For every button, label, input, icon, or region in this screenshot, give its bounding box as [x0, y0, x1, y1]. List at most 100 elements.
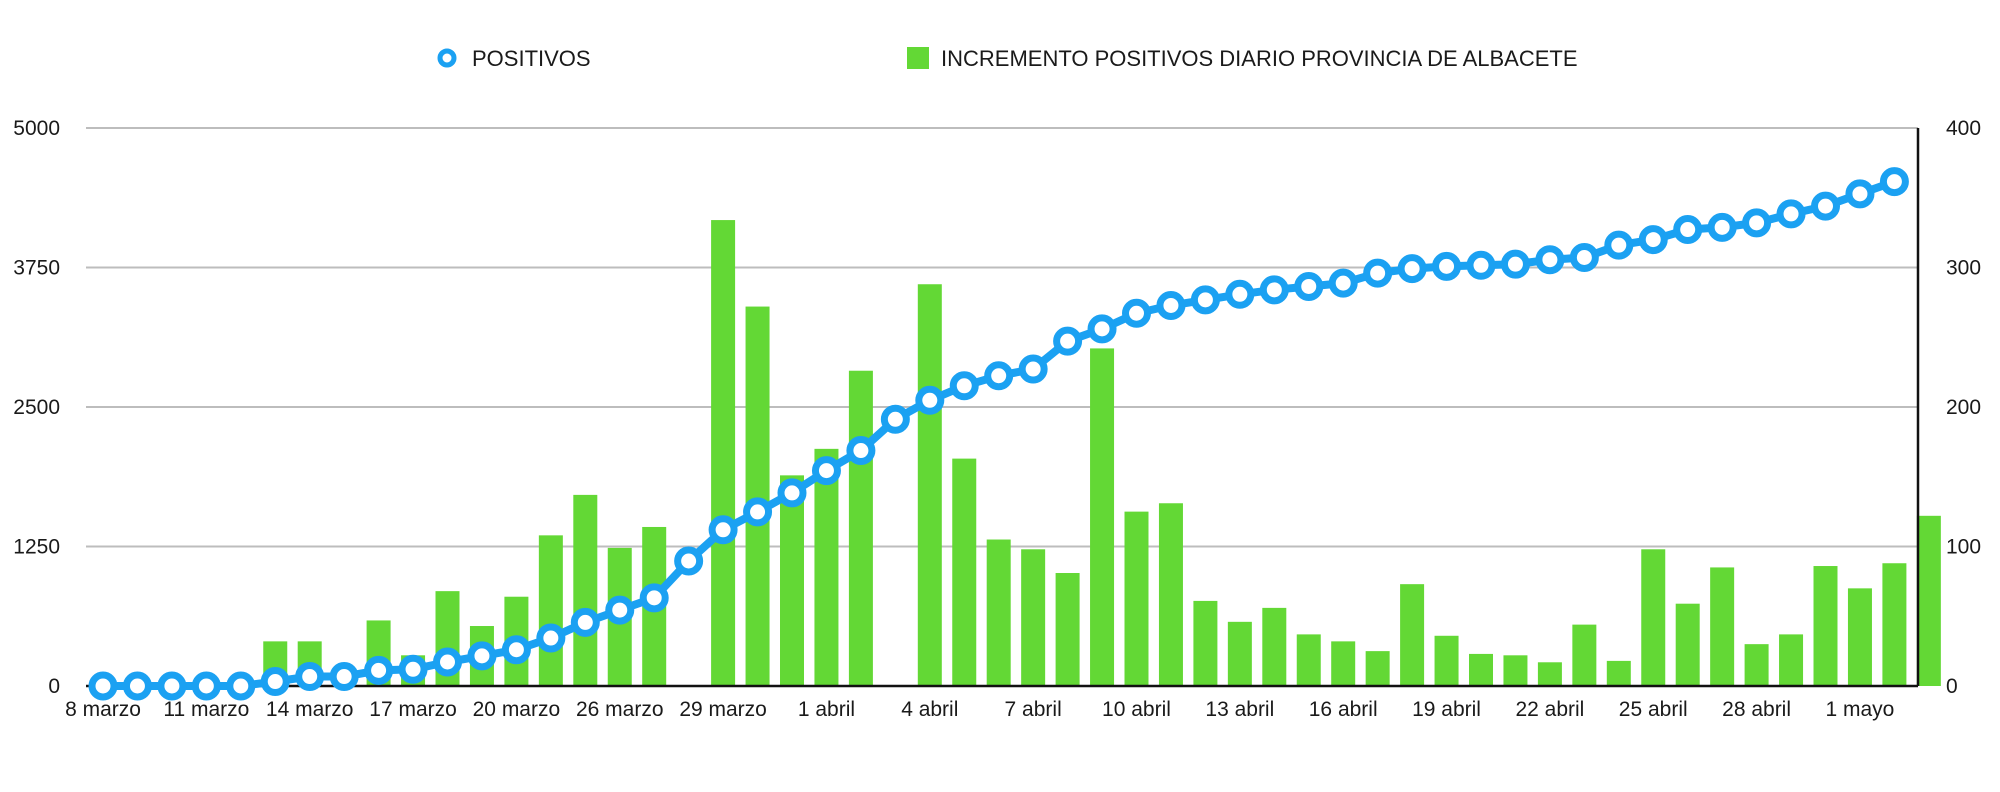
x-tick-label: 25 abril [1619, 698, 1688, 721]
point-positivos [501, 635, 531, 665]
point-positivos [295, 662, 325, 692]
bar [1916, 515, 1941, 686]
bar [1572, 624, 1597, 686]
point-positivos [398, 654, 428, 684]
bar [1503, 655, 1528, 686]
point-positivos [1535, 245, 1565, 275]
point-positivos [1363, 258, 1393, 288]
y-axis-right-labels: 0 100 200 300 400 [1946, 117, 1981, 698]
bar [1641, 549, 1666, 686]
point-positivos [777, 478, 807, 508]
legend-incremento-label: INCREMENTO POSITIVOS DIARIO PROVINCIA DE… [941, 46, 1578, 71]
bar [780, 475, 804, 686]
point-positivos [570, 607, 600, 637]
point-positivos [536, 623, 566, 653]
point-positivos [1018, 354, 1048, 384]
bar [1537, 662, 1562, 686]
x-tick-label: 7 abril [1005, 698, 1062, 721]
y-right-tick-label: 0 [1946, 675, 1958, 698]
point-positivos [743, 497, 773, 527]
x-tick-label: 8 marzo [65, 698, 141, 721]
point-positivos [846, 436, 876, 466]
bar [1158, 503, 1183, 686]
point-positivos [1879, 167, 1909, 197]
bar [1055, 573, 1080, 686]
bar [986, 539, 1011, 686]
bar [1365, 651, 1390, 686]
x-tick-label: 17 marzo [369, 698, 457, 721]
point-positivos [880, 404, 910, 434]
point-positivos [88, 671, 118, 701]
point-positivos [1432, 251, 1462, 281]
point-positivos [122, 671, 152, 701]
x-tick-label: 4 abril [901, 698, 958, 721]
point-positivos [1156, 290, 1186, 320]
x-tick-label: 28 abril [1722, 698, 1791, 721]
y-left-tick-label: 0 [48, 675, 60, 698]
point-positivos [949, 371, 979, 401]
point-positivos [1294, 271, 1324, 301]
point-positivos [1638, 225, 1668, 255]
point-positivos [433, 647, 462, 677]
point-positivos [984, 361, 1014, 391]
point-positivos [260, 667, 290, 697]
legend-incremento-marker [907, 47, 929, 69]
point-positivos [1500, 249, 1530, 279]
legend: POSITIVOS INCREMENTO POSITIVOS DIARIO PR… [437, 46, 1578, 71]
y-left-tick-label: 2500 [13, 396, 60, 419]
x-tick-label: 26 marzo [576, 698, 664, 721]
bar [1779, 634, 1804, 686]
point-positivos [191, 671, 221, 701]
y-left-tick-label: 1250 [13, 536, 60, 559]
legend-item-incremento: INCREMENTO POSITIVOS DIARIO PROVINCIA DE… [907, 46, 1578, 71]
point-positivos [1604, 230, 1634, 260]
x-tick-label: 1 abril [798, 698, 855, 721]
x-axis-labels: 8 marzo 11 marzo 14 marzo 17 marzo 20 marzo 2… [65, 698, 1894, 721]
bar [745, 306, 770, 686]
point-positivos [1122, 298, 1151, 328]
x-tick-label: 29 marzo [679, 698, 767, 721]
y-left-tick-label: 5000 [13, 117, 60, 140]
bar [1400, 584, 1425, 686]
y-right-tick-label: 300 [1946, 257, 1981, 280]
point-positivos [1776, 199, 1806, 229]
point-positivos [1053, 326, 1083, 356]
point-positivos [1673, 215, 1703, 245]
bar [1434, 635, 1459, 686]
bar [1296, 634, 1321, 686]
x-tick-label: 11 marzo [163, 698, 249, 721]
y-left-tick-label: 3750 [13, 257, 60, 280]
x-tick-label: 13 abril [1205, 698, 1274, 721]
x-tick-label: 1 mayo [1826, 698, 1895, 721]
point-positivos [1328, 268, 1358, 298]
bar [1021, 549, 1046, 686]
bar [1469, 653, 1493, 686]
bar [1331, 641, 1356, 686]
bar [952, 458, 977, 686]
bar [1710, 567, 1735, 686]
x-tick-label: 22 abril [1515, 698, 1584, 721]
legend-positivos-label: POSITIVOS [472, 46, 591, 71]
point-positivos [639, 583, 669, 613]
line-series [88, 167, 1909, 701]
bar [1813, 566, 1838, 686]
bar [917, 284, 942, 686]
y-right-tick-label: 200 [1946, 396, 1981, 419]
x-tick-label: 20 marzo [473, 698, 561, 721]
bar [538, 535, 563, 686]
point-positivos [1707, 212, 1737, 242]
x-tick-label: 19 abril [1412, 698, 1481, 721]
bar [1606, 660, 1631, 686]
bar [1847, 588, 1872, 686]
point-positivos [157, 671, 187, 701]
legend-positivos-marker [437, 48, 457, 68]
bar [1193, 600, 1218, 686]
point-positivos [674, 546, 704, 576]
bar [1744, 644, 1769, 686]
axes [86, 128, 1920, 688]
y-right-tick-label: 100 [1946, 536, 1981, 559]
point-positivos [1811, 191, 1840, 221]
point-positivos [1569, 242, 1599, 272]
bar [1090, 348, 1115, 686]
